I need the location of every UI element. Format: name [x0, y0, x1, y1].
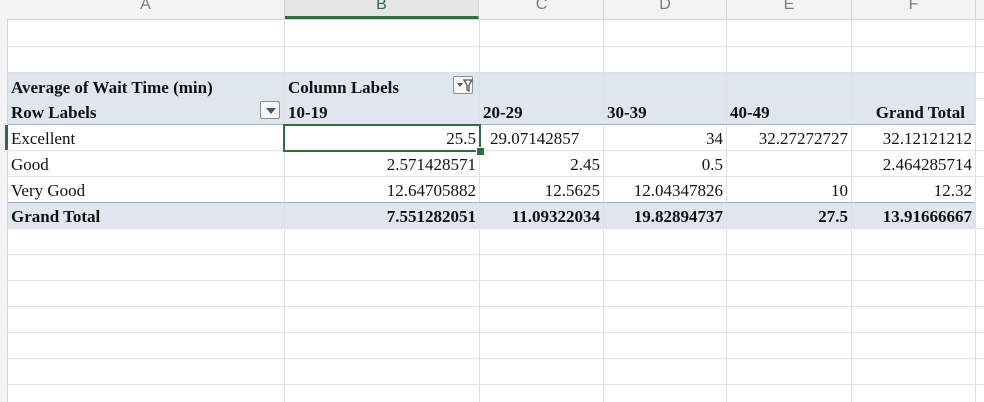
pivot-value-cell[interactable]: 12.64705882 [386, 181, 476, 200]
grid-line [726, 19, 727, 402]
pivot-row-label[interactable]: Very Good [11, 181, 86, 200]
grid-line [7, 280, 984, 281]
pivot-value-cell[interactable] [726, 152, 851, 177]
pivot-row-labels-caption[interactable]: Row Labels [11, 103, 97, 122]
grid-line [7, 358, 984, 359]
column-header-c[interactable]: C [480, 0, 604, 19]
column-header-d[interactable]: D [604, 0, 727, 19]
pivot-header-divider [8, 124, 975, 125]
pivot-grand-total-cell[interactable]: 7.551282051 [386, 207, 476, 226]
pivot-column-header-grand-total[interactable]: Grand Total [875, 103, 965, 122]
grid-line [479, 19, 480, 402]
grid-line [7, 254, 984, 255]
pivot-value-cell[interactable]: 29.07142857 [490, 129, 580, 148]
pivot-value-cell[interactable]: 10 [831, 181, 848, 200]
grid-line [7, 228, 984, 229]
grid-line [603, 19, 604, 402]
pivot-column-header[interactable]: 30-39 [607, 103, 647, 122]
pivot-value-field-label[interactable]: Average of Wait Time (min) [11, 78, 213, 97]
pivot-value-cell[interactable]: 12.5625 [544, 181, 600, 200]
pivot-grand-total-label[interactable]: Grand Total [11, 207, 101, 226]
row-filter-button[interactable] [260, 101, 280, 119]
pivot-value-cell[interactable]: 32.27272727 [758, 129, 848, 148]
grid-line [851, 19, 852, 402]
pivot-value-cell[interactable]: 25.5 [446, 129, 476, 148]
pivot-grand-total-band [8, 203, 975, 228]
pivot-row-grand-total[interactable]: 2.464285714 [882, 155, 972, 174]
grid-line [7, 98, 984, 99]
pivot-value-cell[interactable]: 12.04347826 [633, 181, 723, 200]
filter-funnel-icon [457, 79, 474, 93]
active-row-indicator [5, 125, 8, 150]
grid-line [7, 72, 984, 73]
fill-handle[interactable] [476, 147, 485, 156]
pivot-row-grand-total[interactable]: 32.12121212 [882, 129, 972, 148]
active-cell-selection[interactable] [283, 124, 481, 152]
pivot-value-cell[interactable]: 34 [706, 129, 723, 148]
pivot-column-header[interactable]: 10-19 [288, 103, 328, 122]
column-filter-button[interactable] [453, 76, 474, 94]
grid-line [7, 176, 984, 177]
grid-line [7, 306, 984, 307]
grid-line [7, 384, 984, 385]
grid-line [7, 150, 984, 151]
row-header-gutter[interactable] [0, 19, 8, 402]
column-header-a[interactable]: A [7, 0, 285, 19]
grid-line [7, 46, 984, 47]
pivot-grand-total-divider [8, 202, 975, 203]
column-header-b[interactable]: B [285, 0, 479, 19]
column-header-e[interactable]: E [727, 0, 852, 19]
pivot-column-labels-caption[interactable]: Column Labels [288, 78, 399, 97]
column-header-f[interactable]: F [852, 0, 976, 19]
pivot-row-label[interactable]: Excellent [11, 129, 76, 148]
pivot-column-header[interactable]: 40-49 [730, 103, 770, 122]
dropdown-arrow-icon [266, 108, 276, 114]
pivot-grand-total-cell[interactable]: 27.5 [818, 207, 848, 226]
pivot-row-grand-total[interactable]: 12.32 [933, 181, 972, 200]
grid-line [284, 19, 285, 402]
pivot-grand-total-cell[interactable]: 11.09322034 [511, 207, 600, 226]
pivot-row-label[interactable]: Good [11, 155, 49, 174]
pivot-grand-total-overall[interactable]: 13.91666667 [882, 207, 972, 226]
column-header-row: A B C D E F [0, 0, 984, 20]
grid-line [975, 19, 976, 402]
pivot-grand-total-cell[interactable]: 19.82894737 [633, 207, 723, 226]
pivot-value-cell[interactable]: 0.5 [701, 155, 723, 174]
pivot-value-cell[interactable]: 2.571428571 [386, 155, 476, 174]
grid-line [7, 332, 984, 333]
pivot-column-header[interactable]: 20-29 [483, 103, 523, 122]
pivot-value-cell[interactable]: 2.45 [570, 155, 600, 174]
